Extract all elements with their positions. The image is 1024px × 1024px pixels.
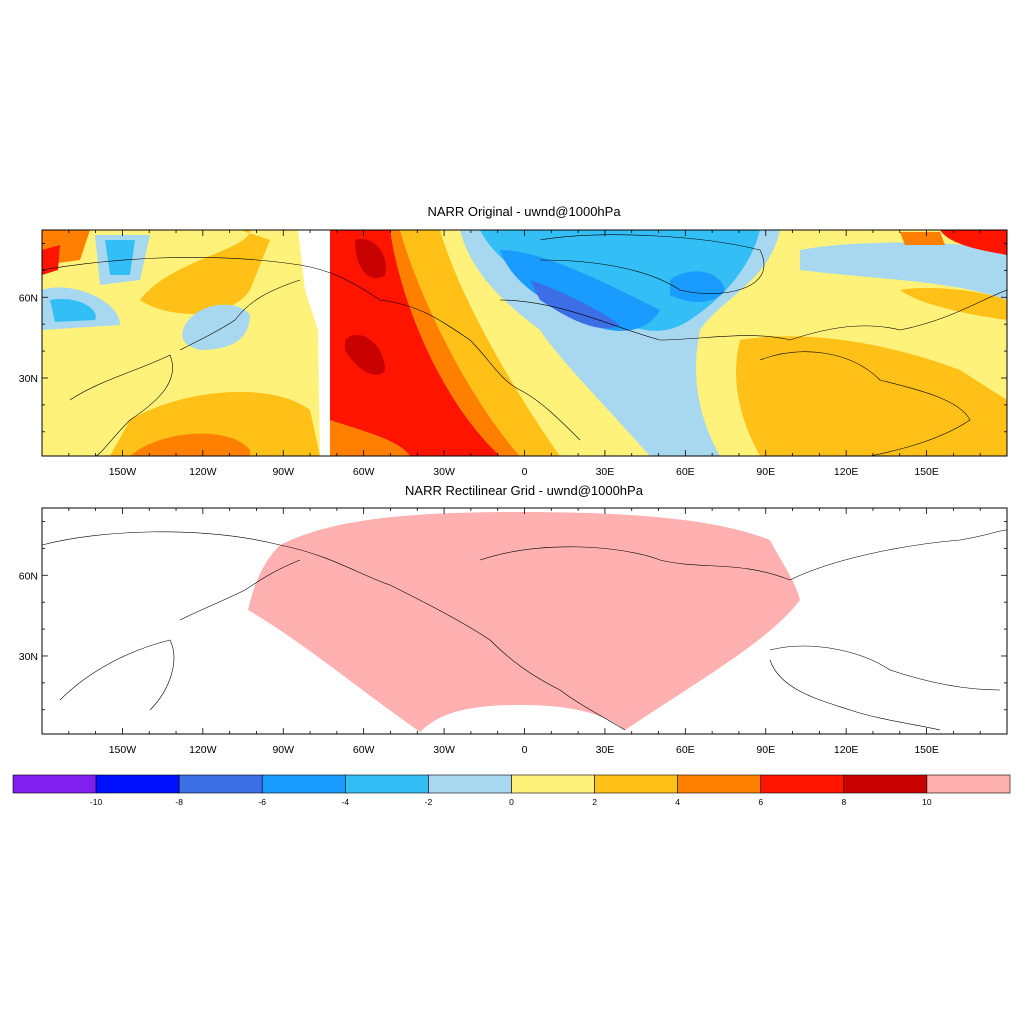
field-m6-m4: [500, 250, 660, 331]
colorbar-swatch: [12, 774, 97, 794]
colorbar-swatch: [677, 774, 762, 794]
colorbar-label: 10: [922, 797, 932, 807]
field-2-4: [140, 230, 270, 314]
colorbar-swatch: [760, 774, 845, 794]
colorbar-label: -6: [258, 797, 266, 807]
colorbar-swatch: [95, 774, 180, 794]
top-coastlines: [42, 234, 1007, 456]
y-tick-label: 60N: [19, 292, 38, 304]
field-m4-m2: [480, 230, 760, 331]
y-tick-label: 30N: [19, 651, 38, 663]
x-tick-label: 60W: [353, 466, 375, 478]
x-tick-label: 120W: [189, 466, 217, 478]
x-tick-label: 60E: [676, 466, 695, 478]
x-tick-label: 120W: [189, 744, 217, 756]
x-tick-label: 120E: [834, 466, 859, 478]
x-tick-label: 0: [522, 744, 528, 756]
x-tick-label: 60W: [353, 744, 375, 756]
narr-domain-fill: [248, 512, 800, 732]
colorbar-swatch: [428, 774, 512, 794]
field-m4-m2: [50, 299, 96, 322]
field-8-10: [355, 239, 386, 279]
x-tick-label: 120E: [834, 744, 859, 756]
colorbar-label: -10: [90, 797, 103, 807]
y-tick-label: 30N: [19, 373, 38, 385]
field-m4-m2: [105, 240, 135, 275]
colorbar-label: 6: [758, 797, 763, 807]
colorbar-swatch: [926, 774, 1011, 794]
colorbar: -10 -8 -6 -4 -2 0 2 4 6 8 10: [12, 774, 1011, 807]
colorbar-label: -8: [175, 797, 183, 807]
x-tick-label: 150E: [914, 744, 939, 756]
x-tick-label: 30W: [433, 466, 455, 478]
top-panel-title: NARR Original - uwnd@1000hPa: [427, 204, 621, 219]
missing-data-gap: [298, 230, 335, 456]
x-tick-label: 90W: [272, 744, 294, 756]
axis-ticks: 150W 120W 90W 60W 30W 0 30E 60E 90E 120E 150E 60N 30…: [19, 230, 1008, 756]
x-tick-label: 90E: [756, 744, 775, 756]
x-tick-label: 30W: [433, 744, 455, 756]
x-tick-label: 150E: [914, 466, 939, 478]
x-tick-label: 150W: [109, 744, 137, 756]
x-tick-label: 30E: [596, 466, 615, 478]
x-tick-label: 60E: [676, 744, 695, 756]
y-tick-label: 60N: [19, 570, 38, 582]
colorbar-label: -2: [425, 797, 433, 807]
bottom-panel-field: [248, 512, 800, 732]
field-4-6: [130, 433, 250, 456]
colorbar-swatch: [261, 774, 346, 794]
colorbar-label: 8: [841, 797, 846, 807]
x-tick-label: 0: [522, 466, 528, 478]
colorbar-swatch: [843, 774, 928, 794]
colorbar-label: 4: [675, 797, 680, 807]
colorbar-label: -4: [342, 797, 350, 807]
field-m2-0: [182, 304, 250, 350]
x-tick-label: 30E: [596, 744, 615, 756]
colorbar-label: 0: [509, 797, 514, 807]
colorbar-swatch: [178, 774, 263, 794]
bottom-panel-title: NARR Rectilinear Grid - uwnd@1000hPa: [405, 483, 643, 498]
x-tick-label: 90W: [272, 466, 294, 478]
colorbar-label: 2: [592, 797, 597, 807]
colorbar-swatch: [511, 774, 595, 794]
x-tick-label: 90E: [756, 466, 775, 478]
field-2-4: [736, 336, 1007, 456]
bottom-coastlines: [42, 529, 1007, 731]
field-m8-m6: [530, 280, 620, 329]
colorbar-swatch: [594, 774, 678, 794]
colorbar-swatch: [345, 774, 429, 794]
field-8-10: [345, 334, 385, 375]
top-panel-field: [42, 230, 1007, 456]
x-tick-label: 150W: [109, 466, 137, 478]
